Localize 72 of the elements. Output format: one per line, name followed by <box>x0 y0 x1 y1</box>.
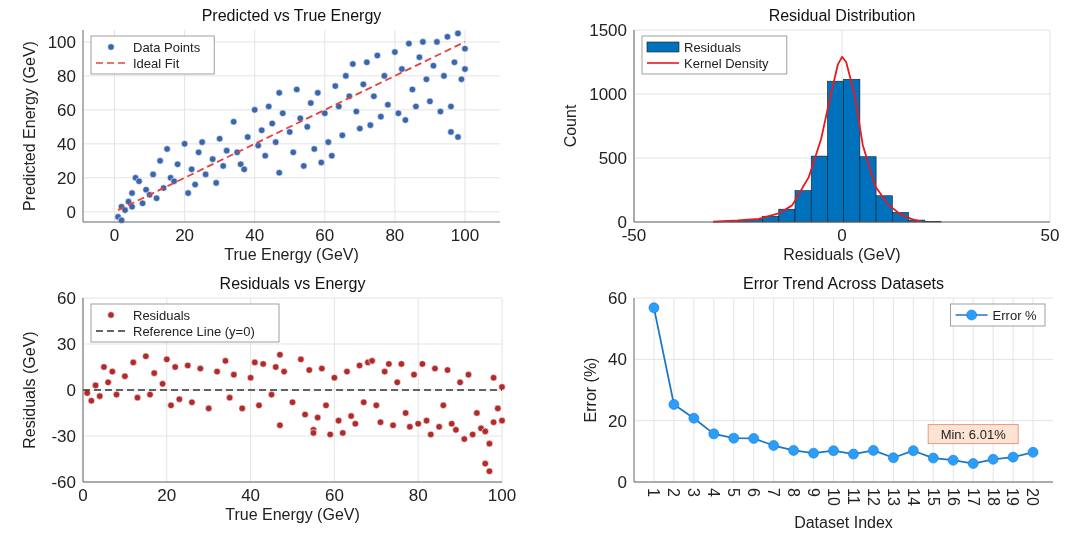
x-tick-label: 5 <box>725 488 743 497</box>
x-tick-label: 14 <box>904 488 922 506</box>
legend-label: Residuals <box>133 307 191 323</box>
x-tick-label: 40 <box>245 226 265 245</box>
y-tick-label: -30 <box>51 426 76 446</box>
x-tick-label: 0 <box>109 226 120 245</box>
y-axis-title: Count <box>562 104 579 148</box>
y-axis-title: Residuals (GeV) <box>21 331 38 449</box>
y-tick-label: 500 <box>598 148 627 168</box>
x-tick-label: 1 <box>645 488 663 497</box>
x-tick-label: 20 <box>175 226 195 245</box>
y-tick-label: 40 <box>608 350 627 370</box>
x-tick-label: 3 <box>685 488 703 497</box>
x-tick-label: 13 <box>884 488 902 506</box>
y-tick-label: 30 <box>57 334 76 354</box>
y-axis-title: Predicted Energy (GeV) <box>21 41 38 211</box>
chart-title: Predicted vs True Energy <box>201 7 382 24</box>
x-tick-label: 40 <box>241 486 261 505</box>
x-axis-title: True Energy (GeV) <box>224 246 359 263</box>
x-tick-label: 0 <box>78 486 88 505</box>
x-tick-label: 80 <box>385 226 405 245</box>
x-tick-label: 7 <box>765 488 783 497</box>
x-tick-label: 15 <box>924 488 942 506</box>
x-tick-label: 20 <box>157 486 177 505</box>
y-tick-label: -60 <box>51 472 76 492</box>
y-tick-label: 0 <box>617 212 627 232</box>
y-tick-label: 60 <box>608 288 627 308</box>
x-tick-label: 100 <box>487 486 517 505</box>
x-tick-label: 60 <box>324 486 344 505</box>
x-tick-label: 100 <box>450 226 480 245</box>
y-tick-label: 1000 <box>589 84 627 104</box>
y-tick-label: 20 <box>608 411 627 431</box>
x-tick-label: 2 <box>665 488 683 497</box>
x-tick-label: 0 <box>837 226 847 245</box>
y-tick-label: 100 <box>47 32 76 52</box>
chart-title: Residual Distribution <box>768 7 916 24</box>
y-tick-label: 20 <box>57 168 76 188</box>
x-tick-label: 10 <box>824 488 842 506</box>
legend-label: Reference Line (y=0) <box>133 323 255 339</box>
x-axis-title: True Energy (GeV) <box>225 506 360 523</box>
x-tick-label: 50 <box>1040 226 1060 245</box>
annotation: Min: 6.01% <box>940 426 1007 442</box>
x-tick-label: 11 <box>844 488 862 505</box>
legend-label: Residuals <box>684 39 742 55</box>
x-axis-title: Dataset Index <box>794 514 893 531</box>
legend-label: Ideal Fit <box>133 55 180 71</box>
x-tick-label: 80 <box>408 486 428 505</box>
y-axis-title: Error (%) <box>582 357 599 423</box>
x-tick-label: 16 <box>944 488 962 506</box>
y-tick-label: 0 <box>66 202 76 222</box>
legend-label: Error % <box>992 307 1038 323</box>
y-tick-label: 60 <box>57 100 76 120</box>
x-tick-label: 19 <box>1004 488 1022 506</box>
x-tick-label: 17 <box>964 488 982 506</box>
y-tick-label: 60 <box>57 288 76 308</box>
x-tick-label: 8 <box>785 488 803 497</box>
x-tick-label: 20 <box>1024 488 1042 506</box>
y-tick-label: 1500 <box>589 20 627 40</box>
legend-label: Data Points <box>133 39 201 55</box>
y-tick-label: 0 <box>66 380 76 400</box>
x-axis-title: Residuals (GeV) <box>783 246 901 263</box>
chart-title: Error Trend Across Datasets <box>743 275 944 292</box>
chart-title: Residuals vs Energy <box>219 275 366 292</box>
legend-label: Kernel Density <box>684 55 770 71</box>
x-tick-label: 9 <box>804 488 822 497</box>
y-tick-label: 80 <box>57 66 76 86</box>
x-tick-label: 18 <box>984 488 1002 506</box>
y-tick-label: 40 <box>57 134 76 154</box>
x-tick-label: 6 <box>745 488 763 497</box>
x-tick-label: 4 <box>705 488 723 497</box>
x-tick-label: 12 <box>864 488 882 506</box>
x-tick-label: 60 <box>315 226 335 245</box>
